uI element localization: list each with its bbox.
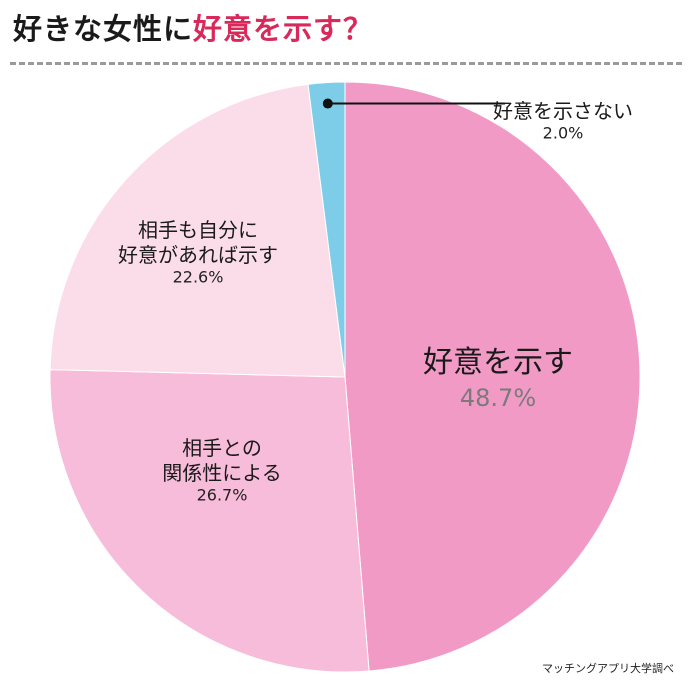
slice-value-1: 26.7% — [197, 485, 248, 504]
slice-value-2: 22.6% — [173, 267, 224, 286]
slice-value-0: 48.7% — [460, 384, 536, 412]
leader-dot — [322, 98, 333, 109]
pie-slice-3 — [307, 81, 346, 378]
title-part-2: 好意を示す？ — [193, 12, 374, 46]
slice-label-1-line-1: 関係性による — [162, 461, 281, 485]
source-note: マッチングアプリ大学調べ — [542, 662, 674, 675]
pie-slice-1 — [49, 369, 370, 673]
pie-slice-0 — [344, 81, 641, 672]
title-divider — [10, 62, 682, 65]
slice-label-1-line-0: 相手との — [182, 436, 262, 460]
slice-label-2-line-0: 相手も自分に — [138, 218, 258, 242]
pie-slice-2 — [49, 83, 346, 378]
slice-label-0-line-0: 好意を示す — [423, 345, 573, 380]
chart-title: 好きな女性に好意を示す？ — [13, 6, 373, 48]
slice-label-2-line-1: 好意があれば示す — [118, 243, 278, 267]
slice-label-3-line-0: 好意を示さない — [493, 99, 633, 123]
slice-value-3: 2.0% — [543, 123, 584, 142]
title-part-1: 好きな女性に — [13, 12, 194, 46]
